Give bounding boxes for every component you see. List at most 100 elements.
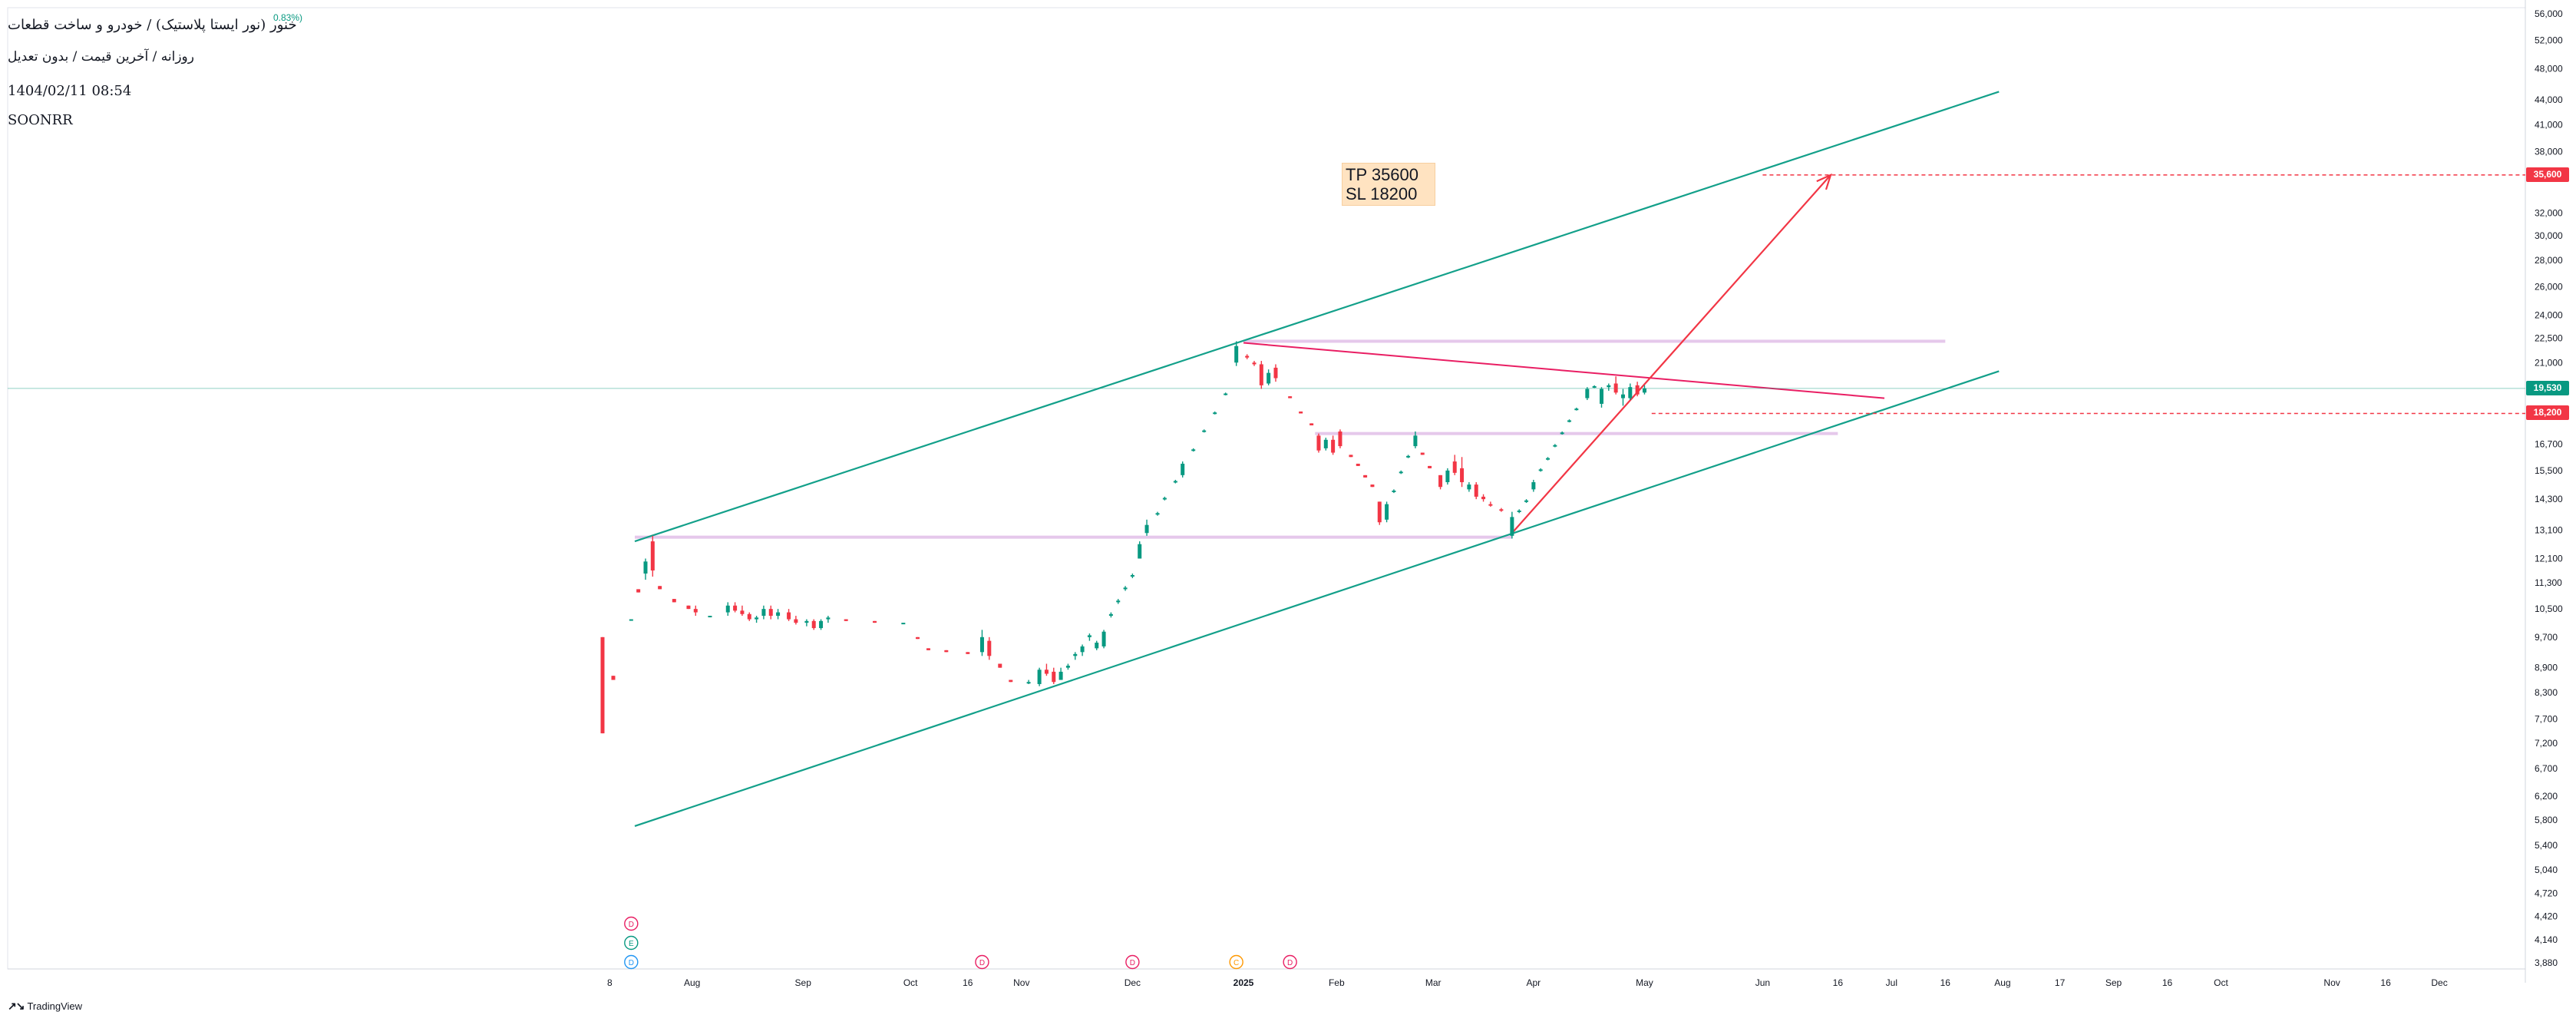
last-price-label: 19,530 [2526,380,2569,395]
candle [1095,640,1099,650]
y-tick-label: 7,700 [2535,714,2558,725]
candle [966,652,970,654]
candle-body [629,619,633,621]
brand-name: TradingView [27,1000,83,1012]
y-tick-label: 8,300 [2535,687,2558,698]
candle [1052,667,1056,684]
trade-note[interactable]: TP 35600 SL 18200 [1342,163,1435,206]
candle-body [819,620,824,629]
candle-body [708,616,712,618]
candle-body [804,620,809,623]
candle [1309,423,1314,426]
y-tick-label: 6,700 [2535,763,2558,774]
candle [1073,652,1078,660]
candle [1356,463,1360,466]
candle-body [1155,513,1160,515]
candle-body [1499,509,1504,511]
candle-body [1413,435,1418,447]
datetime-label: 1404/02/11 08:54 [8,83,132,99]
y-tick-label: 24,000 [2535,309,2563,320]
candle-body [1044,670,1049,674]
candle-body [740,610,745,614]
candle-body [1245,355,1250,358]
candle [1234,341,1239,366]
candle [844,619,848,621]
candle-body [1144,524,1149,534]
candle-body [1585,389,1590,398]
candle-body [1349,455,1353,458]
candle-body [1592,386,1597,389]
x-tick-label: 2025 [1234,977,1254,988]
candle-body [1420,452,1425,455]
candle [1481,494,1486,502]
candle-body [1356,463,1360,466]
candle [747,612,751,621]
candle-body [1406,455,1411,458]
event-marker-icon [1283,954,1297,970]
candle [1628,383,1633,401]
event-marker: D [1283,954,1297,970]
candle-body [636,589,641,593]
candle-body [1546,458,1551,460]
candle-body [811,620,816,629]
candle-body [1599,389,1603,404]
candle [1338,429,1342,448]
x-tick-label: Oct [903,977,918,988]
candle [1499,508,1504,512]
candle [658,586,662,590]
candle-body [998,663,1002,668]
candle [998,663,1002,668]
candle [873,620,877,623]
candle-body [672,599,676,603]
candle [1065,663,1070,670]
x-tick-label: Nov [2323,977,2340,988]
candle [979,630,984,656]
candle [1517,509,1521,514]
candle-body [1399,471,1403,474]
y-tick-label: 4,720 [2535,888,2558,898]
candle [1123,586,1128,591]
y-tick-label: 16,700 [2535,438,2563,449]
y-tick-label: 5,800 [2535,815,2558,825]
candle [1635,382,1640,397]
candle-body [1162,498,1167,500]
candle [811,619,816,630]
candle [1510,511,1514,539]
candle [600,636,605,734]
candle [1130,574,1134,579]
candle [686,605,691,610]
chart-settings-label: روزانه / آخرین قیمت / بدون تعدیل [8,49,194,64]
take-profit-text: TP 35600 [1346,165,1419,184]
candle [1245,354,1250,359]
x-tick-label: Aug [684,977,700,988]
candle-body [1173,481,1177,483]
candle-body [1073,653,1078,656]
y-tick-label: 4,140 [2535,934,2558,945]
candle-body [600,636,605,734]
candle-body [944,650,949,653]
candle-body [987,640,992,656]
event-marker: D [1125,954,1140,970]
candle [1273,364,1278,382]
y-tick-label: 5,040 [2535,865,2558,875]
event-marker-letter: D [979,959,985,967]
candle [1560,431,1564,435]
event-marker: C [1229,954,1243,970]
x-tick-label: Aug [1994,977,2010,988]
candle [1428,465,1432,468]
resistance-trendline [1243,342,1885,399]
y-tick-label: 11,300 [2535,577,2562,588]
candle-body [1252,362,1257,365]
candle [611,676,616,680]
y-tick-label: 26,000 [2535,281,2563,292]
brand[interactable]: ↗↘ TradingView [8,1000,82,1013]
candle-body [1553,445,1557,447]
event-marker-letter: E [629,940,634,948]
x-tick-label: Sep [2105,977,2122,988]
candle [819,619,824,630]
target-arrowhead [1816,173,1832,190]
symbol-label: SOONRR [8,112,73,128]
y-tick-label: 4,420 [2535,911,2558,922]
candle [1155,511,1160,516]
